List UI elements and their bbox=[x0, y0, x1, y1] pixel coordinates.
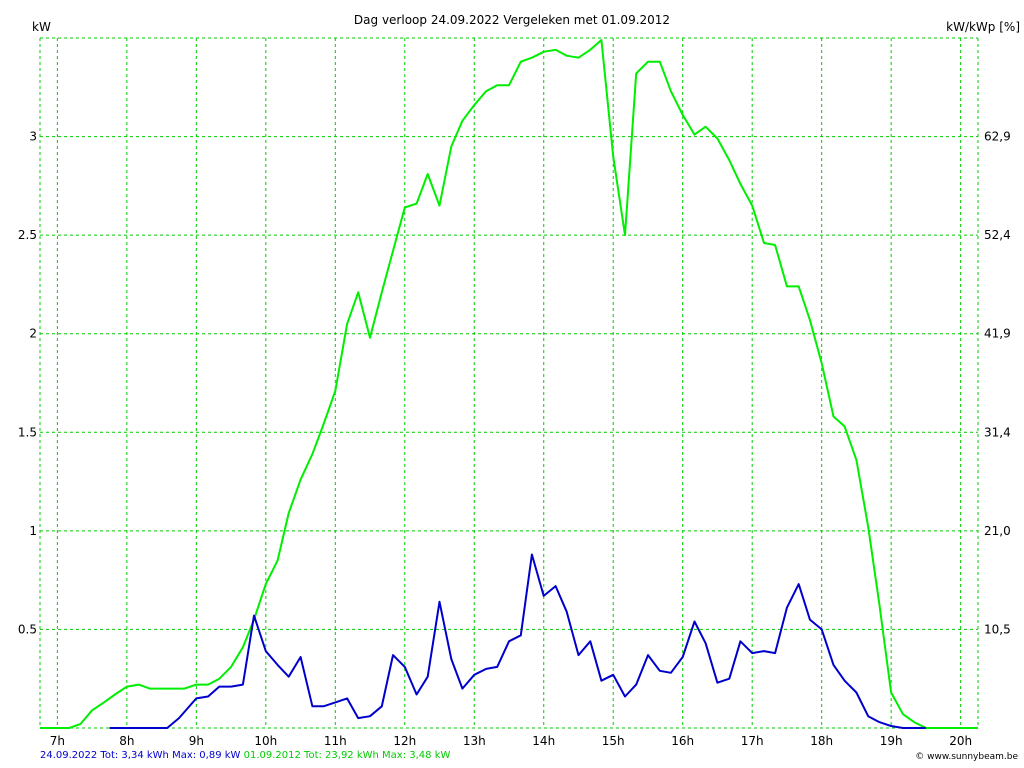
x-tick-label: 7h bbox=[50, 734, 65, 748]
y-axis-label-right: kW/kWp [%] bbox=[946, 20, 1020, 34]
y-tick-label-left: 2.5 bbox=[18, 228, 37, 242]
x-tick-label: 14h bbox=[532, 734, 555, 748]
y-tick-label-right: 31,4 bbox=[984, 425, 1011, 439]
y-tick-label-right: 52,4 bbox=[984, 228, 1011, 242]
y-tick-label-right: 10,5 bbox=[984, 622, 1011, 636]
x-tick-label: 13h bbox=[463, 734, 486, 748]
y-tick-label-left: 3 bbox=[29, 130, 37, 144]
x-tick-label: 19h bbox=[880, 734, 903, 748]
y-tick-label-left: 1.5 bbox=[18, 425, 37, 439]
x-tick-label: 11h bbox=[324, 734, 347, 748]
chart-footer: 24.09.2022 Tot: 3,34 kWh Max: 0,89 kW 01… bbox=[40, 750, 450, 761]
footer-series-2022: 24.09.2022 Tot: 3,34 kWh Max: 0,89 kW bbox=[40, 750, 241, 761]
x-tick-label: 10h bbox=[254, 734, 277, 748]
chart-title: Dag verloop 24.09.2022 Vergeleken met 01… bbox=[354, 13, 670, 27]
credit-text: © www.sunnybeam.be bbox=[915, 752, 1018, 762]
x-tick-label: 17h bbox=[741, 734, 764, 748]
y-tick-label-left: 1 bbox=[29, 524, 37, 538]
y-axis-label-left: kW bbox=[32, 20, 51, 34]
y-tick-label-left: 0.5 bbox=[18, 622, 37, 636]
x-tick-label: 18h bbox=[810, 734, 833, 748]
x-tick-label: 15h bbox=[602, 734, 625, 748]
x-tick-label: 8h bbox=[119, 734, 134, 748]
x-tick-label: 9h bbox=[189, 734, 204, 748]
footer-series-2012: 01.09.2012 Tot: 23,92 kWh Max: 3,48 kW bbox=[243, 750, 451, 761]
y-tick-label-right: 21,0 bbox=[984, 524, 1011, 538]
y-tick-label-right: 62,9 bbox=[984, 130, 1011, 144]
y-tick-label-left: 2 bbox=[29, 327, 37, 341]
series-line-2022 bbox=[109, 553, 926, 729]
x-tick-label: 12h bbox=[393, 734, 416, 748]
series-line-2012 bbox=[40, 39, 978, 729]
x-tick-label: 16h bbox=[671, 734, 694, 748]
x-tick-label: 20h bbox=[949, 734, 972, 748]
y-tick-label-right: 41,9 bbox=[984, 327, 1011, 341]
